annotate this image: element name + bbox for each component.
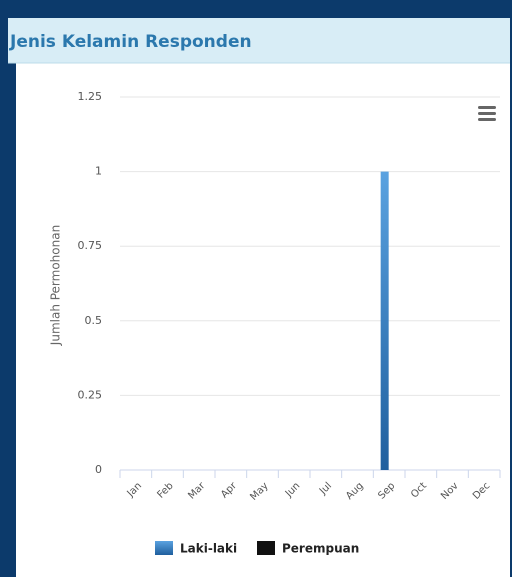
y-tick-label: 0.25 bbox=[78, 388, 103, 401]
y-axis-title: Jumlah Permohonan bbox=[49, 225, 63, 346]
legend-swatch bbox=[257, 541, 275, 555]
legend-label: Perempuan bbox=[282, 542, 359, 556]
menu-bar bbox=[478, 112, 496, 115]
menu-icon[interactable] bbox=[478, 106, 496, 121]
y-tick-label: 0.5 bbox=[85, 314, 103, 327]
y-tick-label: 1 bbox=[95, 165, 102, 178]
menu-bar bbox=[478, 118, 496, 121]
menu-bar bbox=[478, 106, 496, 109]
y-tick-label: 0.75 bbox=[78, 239, 103, 252]
panel-header bbox=[8, 18, 510, 63]
panel-body bbox=[16, 63, 510, 577]
legend-label: Laki-laki bbox=[180, 542, 237, 556]
y-tick-label: 0 bbox=[95, 463, 102, 476]
bar bbox=[380, 171, 389, 470]
legend-swatch bbox=[155, 541, 173, 555]
y-tick-label: 1.25 bbox=[78, 90, 103, 103]
chart-title: Jenis Kelamin Responden bbox=[9, 32, 252, 52]
